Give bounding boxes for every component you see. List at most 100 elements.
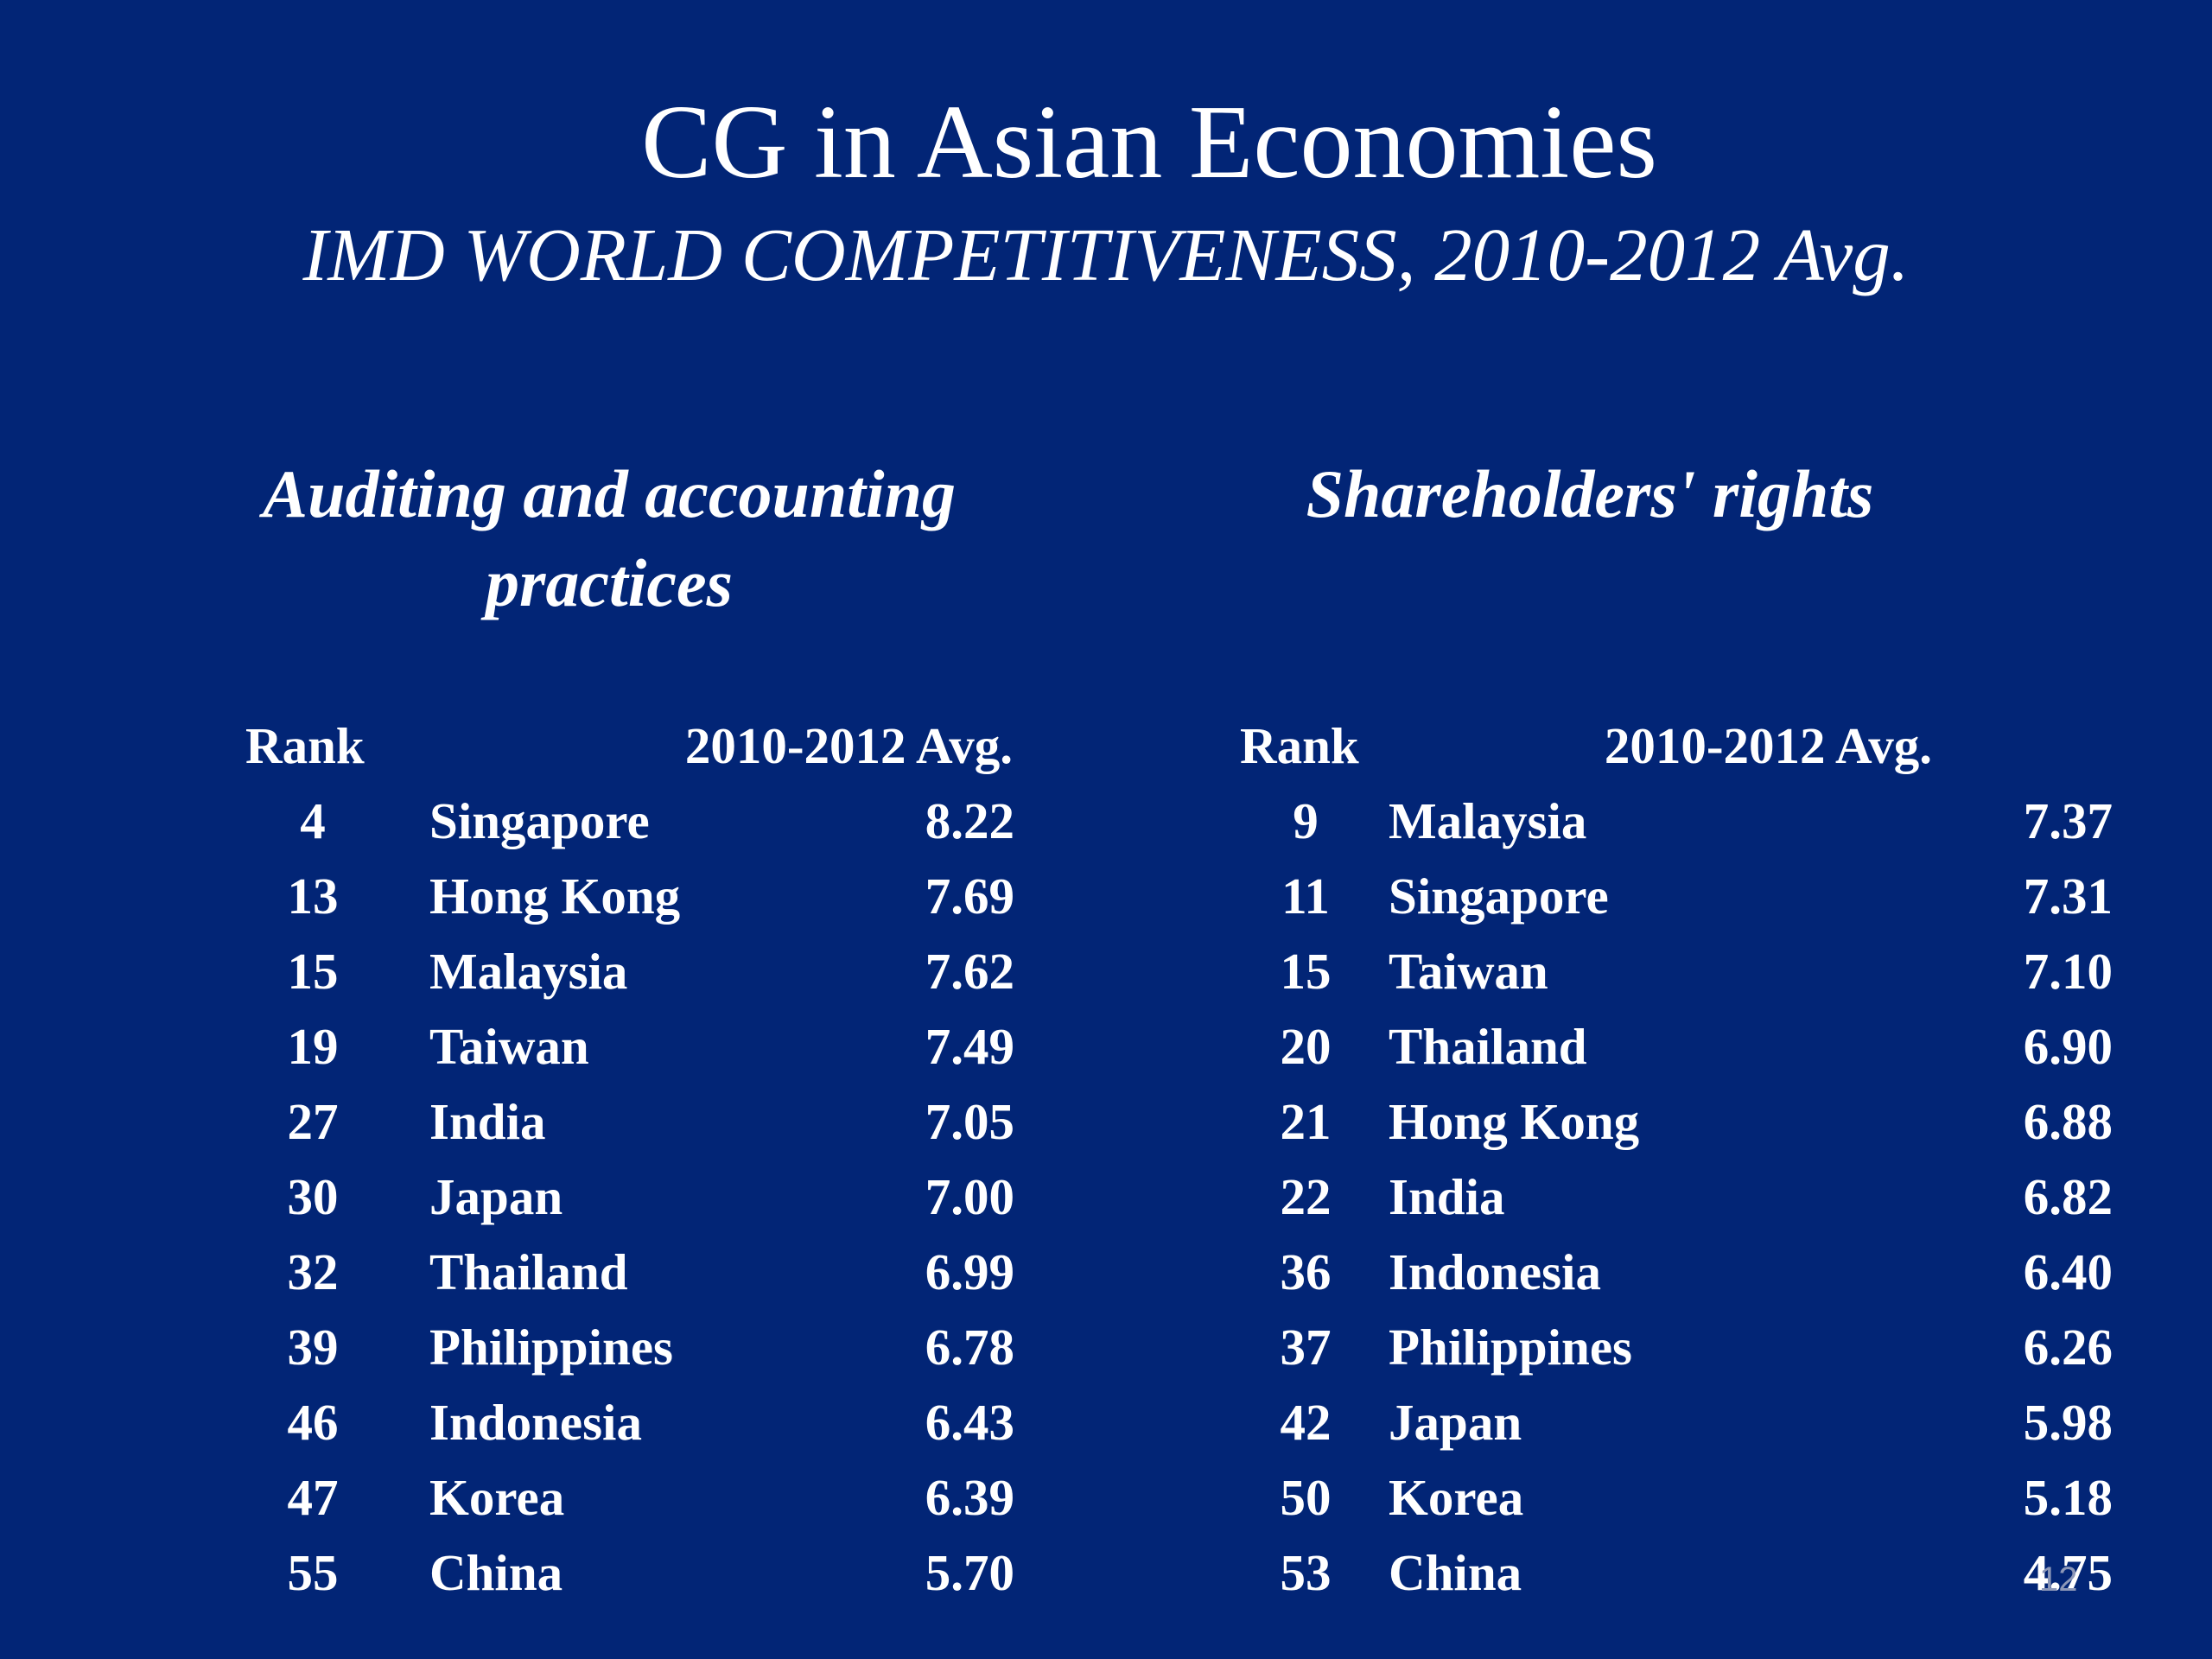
table-row: 20 Thailand 6.90: [1218, 1009, 2113, 1084]
table-row: 46 Indonesia 6.43: [225, 1385, 1089, 1460]
table-header: Rank 2010-2012 Avg.: [225, 709, 1089, 784]
rank-cell: 20: [1280, 1018, 1332, 1075]
value-cell: 4.75: [2023, 1544, 2113, 1601]
country-cell: Japan: [1389, 1394, 1522, 1451]
rank-cell: 53: [1280, 1544, 1332, 1601]
country-cell: Malaysia: [429, 943, 628, 1000]
rank-cell: 11: [1281, 868, 1330, 925]
country-cell: India: [1389, 1168, 1505, 1225]
value-cell: 6.78: [925, 1319, 1014, 1376]
table-row: 47 Korea 6.39: [225, 1460, 1089, 1535]
country-cell: China: [1389, 1544, 1522, 1601]
value-cell: 5.70: [925, 1544, 1014, 1601]
section-heading-shareholders: Shareholders' rights: [1218, 449, 1961, 538]
shareholders-ranking-table: Rank 2010-2012 Avg. 9 Malaysia 7.37 11 Singa…: [1218, 709, 2113, 1611]
table-row: 21 Hong Kong 6.88: [1218, 1084, 2113, 1160]
table-body: 4 Singapore 8.22 13 Hong Kong 7.69 15 Malaysia 7…: [225, 784, 1089, 1611]
country-cell: Philippines: [1389, 1319, 1633, 1376]
table-row: 30 Japan 7.00: [225, 1160, 1089, 1235]
country-cell: Thailand: [429, 1243, 628, 1300]
value-cell: 7.49: [925, 1018, 1014, 1075]
value-cell: 6.40: [2023, 1243, 2113, 1300]
table-row: 42 Japan 5.98: [1218, 1385, 2113, 1460]
table-row: 27 India 7.05: [225, 1084, 1089, 1160]
table-row: 13 Hong Kong 7.69: [225, 859, 1089, 934]
table-header: Rank 2010-2012 Avg.: [1218, 709, 2082, 784]
value-cell: 7.10: [2023, 943, 2113, 1000]
country-cell: Singapore: [429, 792, 650, 849]
table-row: 53 China 4.75: [1218, 1535, 2113, 1611]
rank-cell: 19: [287, 1018, 339, 1075]
slide-title: CG in Asian Economies: [641, 84, 1657, 200]
table-row: 9 Malaysia 7.37: [1218, 784, 2113, 859]
country-cell: China: [429, 1544, 563, 1601]
country-cell: Hong Kong: [429, 868, 681, 925]
section-heading-auditing: Auditing and accounting practices: [173, 449, 1046, 627]
value-cell: 6.26: [2023, 1319, 2113, 1376]
rank-cell: 4: [300, 792, 326, 849]
rank-cell: 55: [287, 1544, 339, 1601]
rank-cell: 27: [287, 1093, 339, 1150]
section-heading-line: practices: [486, 545, 733, 620]
country-cell: Malaysia: [1389, 792, 1587, 849]
table-row: 15 Taiwan 7.10: [1218, 934, 2113, 1009]
table-row: 15 Malaysia 7.62: [225, 934, 1089, 1009]
rank-cell: 13: [287, 868, 339, 925]
value-cell: 6.88: [2023, 1093, 2113, 1150]
country-cell: Singapore: [1389, 868, 1609, 925]
country-cell: Japan: [429, 1168, 563, 1225]
section-heading-line: Shareholders' rights: [1306, 456, 1874, 531]
value-cell: 6.39: [925, 1469, 1014, 1526]
value-cell: 7.00: [925, 1168, 1014, 1225]
table-row: 55 China 5.70: [225, 1535, 1089, 1611]
rank-cell: 15: [287, 943, 339, 1000]
table-row: 32 Thailand 6.99: [225, 1235, 1089, 1310]
value-cell: 5.18: [2023, 1469, 2113, 1526]
table-row: 50 Korea 5.18: [1218, 1460, 2113, 1535]
rank-cell: 36: [1280, 1243, 1332, 1300]
rank-cell: 9: [1293, 792, 1319, 849]
value-cell: 7.05: [925, 1093, 1014, 1150]
page-number: 12: [2039, 1560, 2078, 1599]
table-row: 22 India 6.82: [1218, 1160, 2113, 1235]
average-column-header: 2010-2012 Avg.: [1604, 717, 1932, 774]
rank-column-header: Rank: [245, 717, 365, 774]
table-row: 4 Singapore 8.22: [225, 784, 1089, 859]
rank-cell: 37: [1280, 1319, 1332, 1376]
country-cell: Taiwan: [429, 1018, 589, 1075]
country-cell: Korea: [429, 1469, 565, 1526]
rank-cell: 30: [287, 1168, 339, 1225]
table-row: 36 Indonesia 6.40: [1218, 1235, 2113, 1310]
rank-cell: 21: [1280, 1093, 1332, 1150]
country-cell: Indonesia: [429, 1394, 642, 1451]
country-cell: Korea: [1389, 1469, 1524, 1526]
table-row: 37 Philippines 6.26: [1218, 1310, 2113, 1385]
average-column-header: 2010-2012 Avg.: [684, 717, 1013, 774]
value-cell: 6.43: [925, 1394, 1014, 1451]
table-row: 39 Philippines 6.78: [225, 1310, 1089, 1385]
value-cell: 7.37: [2023, 792, 2113, 849]
rank-cell: 15: [1280, 943, 1332, 1000]
value-cell: 6.99: [925, 1243, 1014, 1300]
rank-cell: 50: [1280, 1469, 1332, 1526]
value-cell: 8.22: [925, 792, 1014, 849]
value-cell: 7.31: [2023, 868, 2113, 925]
slide-subtitle: IMD WORLD COMPETITIVENESS, 2010-2012 Avg…: [302, 213, 1910, 296]
value-cell: 5.98: [2023, 1394, 2113, 1451]
rank-column-header: Rank: [1240, 717, 1359, 774]
value-cell: 6.82: [2023, 1168, 2113, 1225]
country-cell: Thailand: [1389, 1018, 1587, 1075]
table-row: 11 Singapore 7.31: [1218, 859, 2113, 934]
country-cell: India: [429, 1093, 546, 1150]
section-heading-line: Auditing and accounting: [263, 456, 956, 531]
country-cell: Indonesia: [1389, 1243, 1601, 1300]
country-cell: Hong Kong: [1389, 1093, 1640, 1150]
rank-cell: 47: [287, 1469, 339, 1526]
country-cell: Taiwan: [1389, 943, 1548, 1000]
value-cell: 7.62: [925, 943, 1014, 1000]
value-cell: 7.69: [925, 868, 1014, 925]
country-cell: Philippines: [429, 1319, 674, 1376]
rank-cell: 39: [287, 1319, 339, 1376]
rank-cell: 22: [1280, 1168, 1332, 1225]
rank-cell: 42: [1280, 1394, 1332, 1451]
